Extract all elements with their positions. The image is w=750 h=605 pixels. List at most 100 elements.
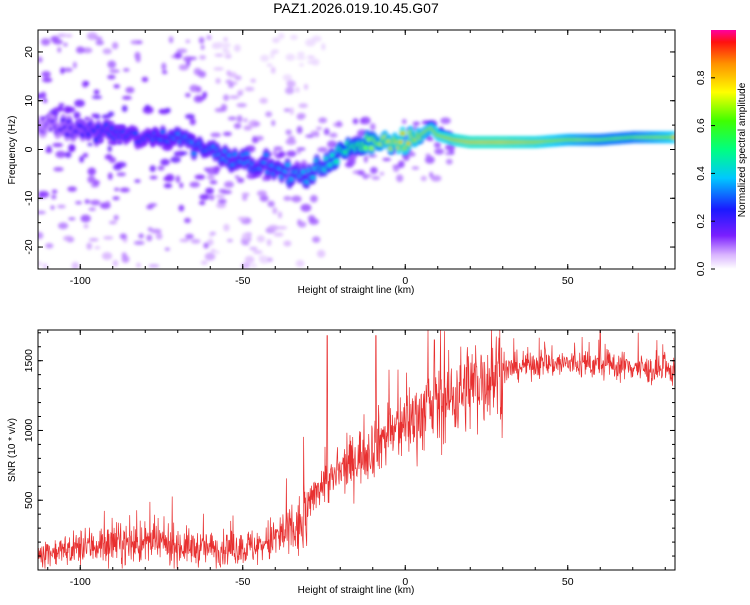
- spectral-noise-blob: [285, 53, 296, 61]
- spectral-noise-blob: [360, 116, 371, 125]
- spectral-noise-blob: [296, 149, 301, 155]
- spectral-noise-blob: [67, 186, 77, 192]
- spectral-noise-blob: [233, 44, 241, 52]
- colorbar-tick-label: 0.4: [695, 166, 707, 181]
- spectral-noise-blob: [440, 117, 451, 125]
- spectral-noise-blob: [186, 59, 191, 67]
- spectral-noise-blob: [42, 98, 48, 104]
- x-tick-label: -50: [235, 275, 250, 287]
- spectral-noise-blob: [250, 263, 257, 268]
- x-tick-label: -100: [70, 576, 91, 588]
- spectral-noise-blob: [135, 55, 141, 63]
- spectral-noise-blob: [83, 223, 89, 229]
- spectral-noise-blob: [352, 118, 359, 125]
- spectral-noise-blob: [236, 103, 247, 108]
- colorbar-tick-label: 0.8: [695, 70, 707, 85]
- colorbar-label: Normalized spectral amplitude: [737, 82, 748, 217]
- spectral-noise-blob: [134, 179, 141, 183]
- spectral-noise-blob: [316, 249, 326, 258]
- spectral-noise-blob: [45, 147, 53, 154]
- spectral-noise-blob: [87, 175, 96, 184]
- spectral-noise-blob: [149, 175, 158, 180]
- spectral-noise-blob: [164, 247, 170, 251]
- x-tick-label: -100: [70, 275, 91, 287]
- spectral-noise-blob: [108, 156, 117, 164]
- spectral-noise-blob: [45, 243, 54, 249]
- spectral-noise-blob: [273, 232, 284, 237]
- x-tick-label: 0: [402, 275, 408, 287]
- spectral-noise-blob: [161, 62, 167, 71]
- spectral-noise-blob: [303, 83, 309, 90]
- spectral-noise-blob: [168, 36, 174, 44]
- spectral-noise-blob: [209, 194, 215, 201]
- spectral-noise-blob: [260, 54, 270, 62]
- spectral-noise-blob: [206, 174, 215, 180]
- spectral-noise-blob: [272, 207, 278, 215]
- spectral-noise-blob: [318, 117, 328, 124]
- x-tick-label: 50: [562, 275, 574, 287]
- spectral-noise-blob: [51, 189, 58, 194]
- ridge-core: [369, 146, 374, 150]
- spectral-noise-blob: [317, 147, 329, 153]
- x-tick-label: -50: [235, 576, 250, 588]
- snr-line: [38, 330, 675, 569]
- spectral-noise-blob: [379, 171, 385, 176]
- spectral-noise-blob: [429, 171, 434, 178]
- spectral-noise-blob: [184, 217, 191, 224]
- spectral-noise-blob: [119, 233, 127, 240]
- ridge-core: [226, 154, 232, 157]
- spectral-noise-blob: [307, 60, 317, 65]
- spectral-noise-blob: [119, 187, 130, 193]
- spectral-noise-blob: [82, 152, 89, 158]
- spectral-noise-blob: [382, 157, 391, 162]
- ridge-core: [398, 140, 403, 144]
- spectral-noise-blob: [176, 48, 188, 54]
- colorbar-gradient: [711, 30, 736, 269]
- spectral-noise-blob: [189, 118, 196, 126]
- spectral-noise-blob: [411, 166, 420, 170]
- spectral-noise-blob: [88, 238, 99, 242]
- spectral-noise-blob: [241, 192, 250, 197]
- colorbar: 0.0 0.2 0.4 0.6 0.8 Normalized spectral ampl…: [695, 30, 748, 276]
- spectral-noise-blob: [107, 111, 115, 117]
- spectral-noise-blob: [242, 195, 248, 201]
- spectral-noise-blob: [138, 233, 144, 239]
- spectral-noise-blob: [114, 187, 120, 192]
- ridge-core: [160, 130, 165, 134]
- spectral-noise-blob: [308, 218, 319, 225]
- spectral-noise-blob: [52, 142, 64, 148]
- spectral-noise-blob: [165, 173, 175, 182]
- spectral-noise-blob: [90, 183, 99, 188]
- spectral-noise-blob: [86, 242, 93, 250]
- spectral-noise-blob: [368, 154, 378, 158]
- spectral-noise-blob: [305, 134, 315, 138]
- spectral-noise-blob: [38, 261, 43, 267]
- spectral-noise-blob: [67, 144, 76, 153]
- y-tick-label: 0: [23, 146, 35, 152]
- spectral-noise-blob: [112, 259, 119, 267]
- ridge-core: [65, 133, 70, 136]
- y-tick-label: -10: [23, 191, 35, 206]
- spectral-noise-blob: [244, 255, 255, 264]
- spectral-noise-blob: [136, 40, 143, 45]
- spectral-noise-blob: [190, 238, 201, 244]
- colorbar-tick-label: 0.2: [695, 214, 707, 229]
- spectral-noise-blob: [256, 235, 265, 243]
- spectral-noise-blob: [136, 262, 141, 268]
- spectral-noise-blob: [43, 263, 48, 269]
- spectral-noise-blob: [149, 165, 156, 173]
- ridge-core: [400, 132, 405, 135]
- spectral-noise-blob: [249, 246, 258, 251]
- spectral-noise-blob: [309, 195, 318, 203]
- ridge-core: [285, 163, 290, 167]
- spectral-noise-blob: [113, 84, 120, 89]
- spectral-noise-blob: [121, 95, 132, 100]
- spectral-noise-blob: [207, 238, 214, 246]
- spectral-noise-blob: [75, 200, 83, 205]
- spectral-noise-blob: [161, 70, 168, 75]
- y-tick-label: -20: [23, 239, 35, 254]
- spectral-noise-blob: [285, 138, 297, 145]
- spectral-noise-blob: [295, 86, 300, 93]
- spectral-noise-blob: [62, 67, 73, 73]
- spectral-noise-blob: [237, 216, 247, 221]
